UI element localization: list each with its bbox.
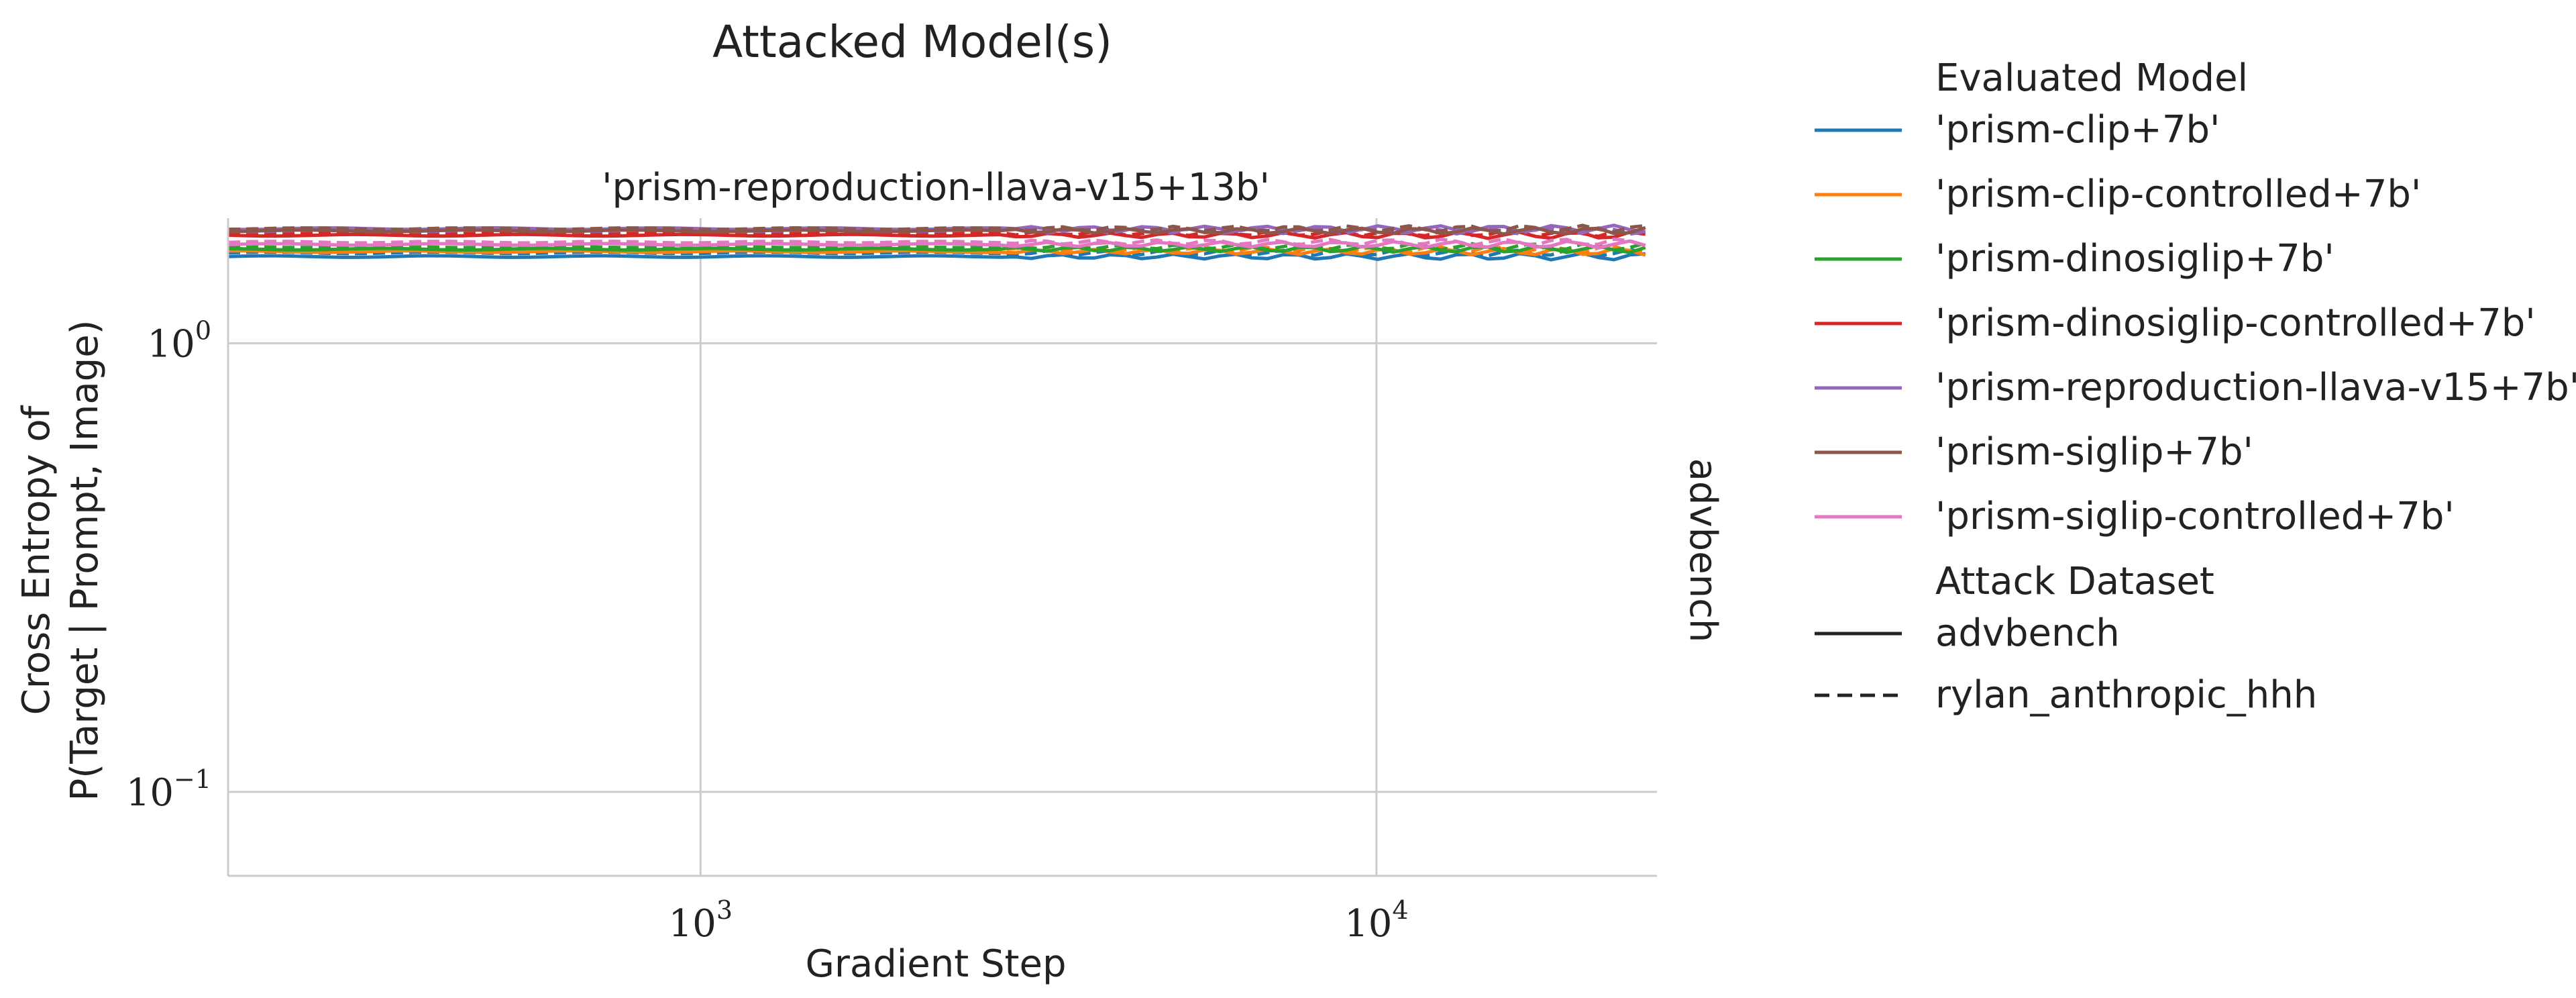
- series-line: [227, 251, 1646, 262]
- axes-title: 'prism-reproduction-llava-v15+13b': [602, 166, 1270, 209]
- y-axis-label-line1: Cross Entropy of: [15, 405, 58, 715]
- legend-item: 'prism-dinosiglip+7b': [1935, 237, 2334, 281]
- legend-style-item: rylan_anthropic_hhh: [1935, 673, 2317, 717]
- series-line: [227, 226, 1646, 236]
- legend-hue-title: Evaluated Model: [1935, 56, 2248, 100]
- y-tick-label: 100: [148, 315, 211, 366]
- legend-item: 'prism-reproduction-llava-v15+7b': [1935, 366, 2576, 409]
- legend-style-title: Attack Dataset: [1935, 560, 2214, 603]
- x-tick-label: 103: [669, 895, 733, 946]
- series-line: [227, 244, 1646, 254]
- x-axis-label: Gradient Step: [805, 942, 1066, 986]
- row-label: advbench: [1681, 458, 1725, 643]
- y-axis-label-line2: P(Target | Prompt, Image): [63, 319, 107, 801]
- legend-style-item: advbench: [1935, 611, 2120, 655]
- grid: [228, 218, 1657, 876]
- legend-item: 'prism-clip+7b': [1935, 108, 2220, 152]
- legend-item: 'prism-siglip+7b': [1935, 430, 2253, 474]
- series-line: [227, 223, 1646, 234]
- series-lines: [227, 223, 1646, 262]
- tick-labels: 103 104 100 10−1: [126, 315, 1409, 946]
- legend-item: 'prism-dinosiglip-controlled+7b': [1935, 301, 2536, 345]
- series-line: [227, 246, 1646, 257]
- x-tick-label: 104: [1344, 895, 1408, 946]
- suptitle: Attacked Model(s): [712, 16, 1112, 68]
- axes-spines: [227, 218, 1657, 877]
- y-tick-label: 10−1: [126, 764, 211, 815]
- legend-item: 'prism-clip-controlled+7b': [1935, 172, 2421, 216]
- legend: Evaluated Model 'prism-clip+7b' 'prism-cl…: [1815, 56, 2576, 717]
- legend-item: 'prism-siglip-controlled+7b': [1935, 495, 2455, 538]
- series-line: [227, 237, 1646, 248]
